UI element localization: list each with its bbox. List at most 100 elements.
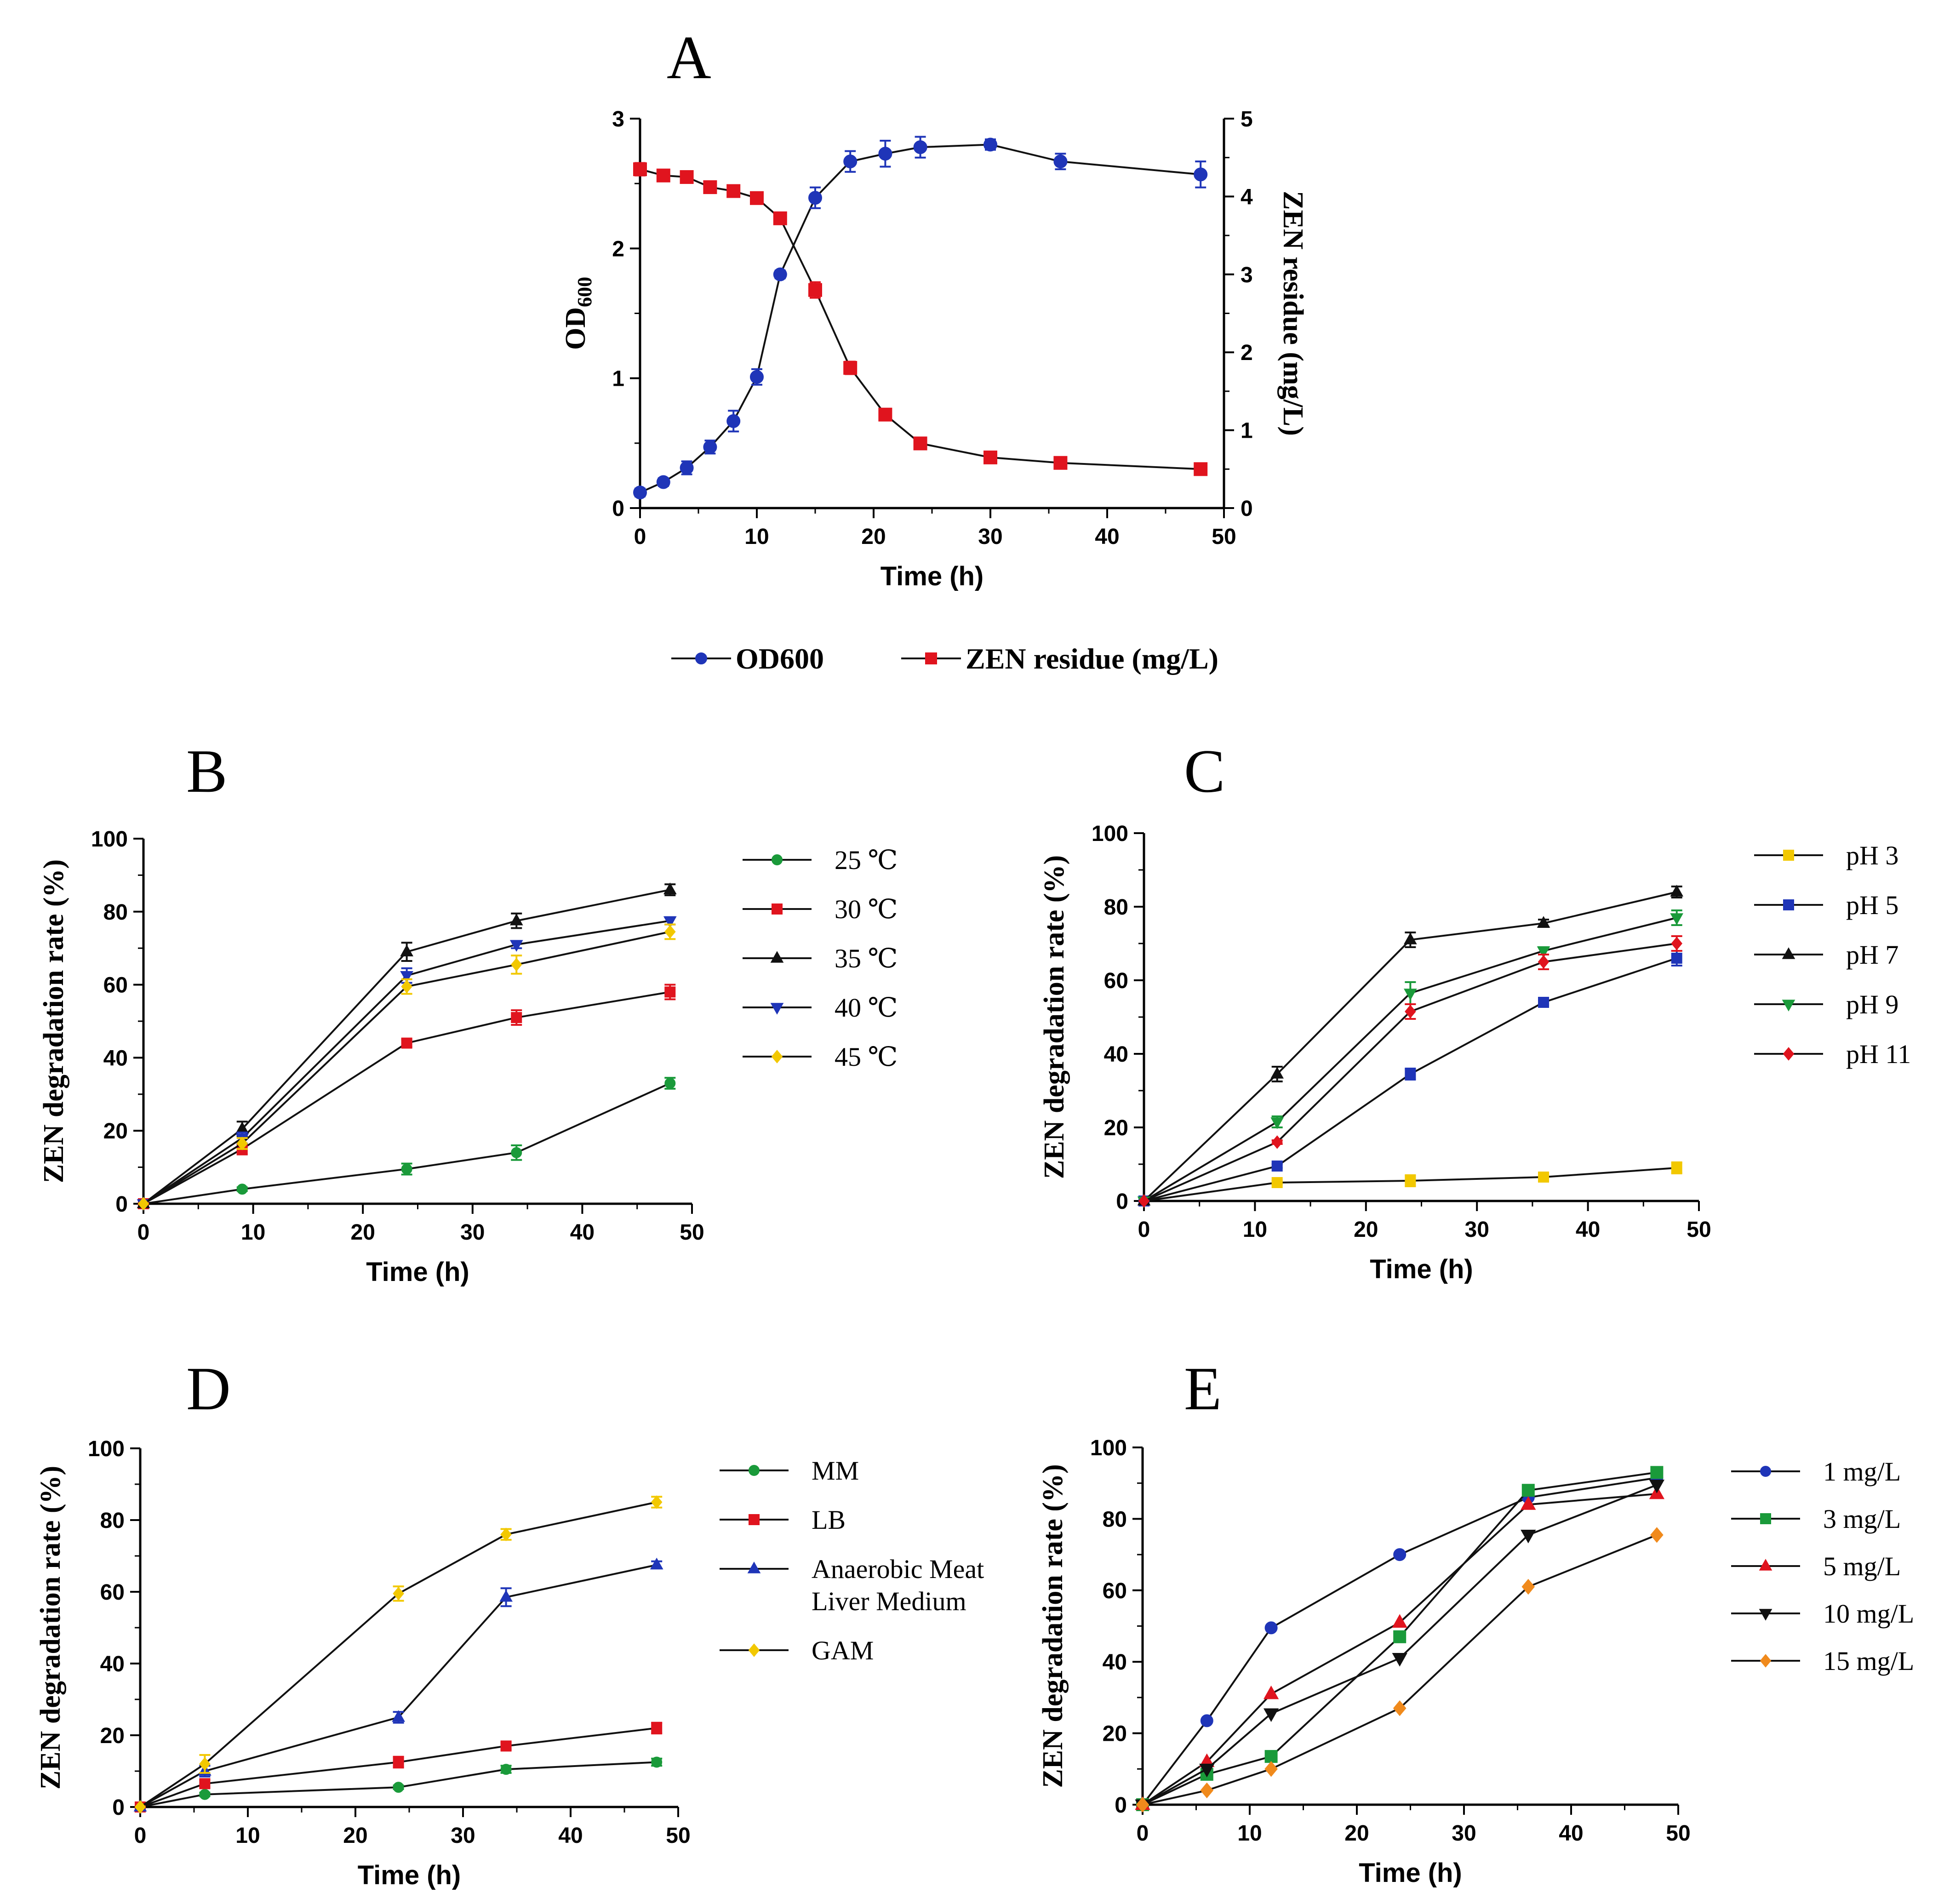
y-axis-title: OD600 [560, 277, 596, 350]
x-tick-label: 40 [570, 1220, 595, 1245]
panel-letter: E [1184, 1355, 1222, 1423]
series-line [1142, 1477, 1657, 1806]
x-tick-label: 50 [680, 1220, 704, 1245]
x-axis-title: Time (h) [366, 1257, 469, 1287]
x-tick-label: 40 [1559, 1821, 1583, 1846]
series-0 [135, 1756, 663, 1813]
series-0 [633, 136, 1208, 500]
data-point [1521, 1578, 1535, 1595]
y-tick-label: 20 [103, 1119, 128, 1144]
x-tick-label: 20 [1354, 1218, 1378, 1242]
data-point [1405, 1175, 1416, 1186]
legend-marker [1783, 850, 1794, 861]
y-tick-label: 0 [612, 497, 624, 521]
data-point [199, 1778, 211, 1790]
legend-label: GAM [812, 1635, 874, 1665]
series-3 [1135, 1480, 1665, 1813]
data-point [199, 1789, 211, 1800]
legend-label: 35 ℃ [835, 943, 898, 973]
y-tick-label: 20 [1103, 1722, 1127, 1746]
data-point [1521, 1529, 1536, 1544]
data-point [703, 180, 717, 194]
data-point [1521, 1484, 1535, 1497]
data-point [750, 370, 764, 384]
legend-label: 30 ℃ [835, 894, 898, 924]
data-point [393, 1587, 404, 1601]
x-axis-title: Time (h) [881, 561, 984, 591]
data-point [393, 1782, 404, 1793]
legend-marker [770, 951, 784, 963]
data-point [1053, 456, 1068, 470]
data-point [1670, 913, 1684, 925]
legend-marker [747, 1561, 761, 1573]
legend-label: pH 9 [1846, 989, 1898, 1019]
y-tick-label: 0 [112, 1795, 125, 1820]
data-point [726, 184, 741, 198]
series-line [1142, 1484, 1658, 1806]
x-tick-label: 10 [1243, 1218, 1267, 1242]
x-tick-label: 20 [1344, 1821, 1369, 1846]
y-tick-label: 0 [115, 1192, 128, 1217]
legend-marker [772, 854, 783, 865]
legend: OD600 ZEN residue (mg/L) [671, 642, 1218, 675]
data-point [773, 211, 787, 225]
data-point [808, 283, 822, 297]
data-point [500, 1740, 512, 1752]
legend: pH 3 pH 5 pH 7 pH 9 pH 11 [1754, 841, 1911, 1069]
data-point [726, 414, 741, 428]
x-tick-label: 50 [1687, 1218, 1711, 1242]
x-tick-label: 30 [1465, 1218, 1489, 1242]
data-point [650, 1557, 663, 1570]
data-point [1393, 1630, 1407, 1643]
panel-letter: D [186, 1355, 231, 1423]
data-point [1264, 1621, 1278, 1635]
y-tick-label: 80 [100, 1509, 125, 1533]
data-point [1538, 997, 1549, 1008]
data-point [137, 1197, 149, 1211]
y-tick-label: 80 [1103, 1507, 1127, 1532]
y-tick-label: 1 [612, 367, 624, 391]
legend-marker [770, 1003, 784, 1015]
y-tick-label: 40 [103, 1046, 128, 1070]
data-point [1538, 1172, 1549, 1183]
data-point [1271, 1161, 1283, 1172]
series-line [1142, 1471, 1657, 1806]
panel-letter: A [667, 23, 711, 91]
data-point [1405, 1069, 1416, 1080]
y-axis-title: ZEN degradation rate (%) [38, 859, 69, 1183]
x-tick-label: 0 [634, 525, 646, 549]
data-point [983, 450, 997, 464]
legend-label: pH 5 [1846, 890, 1898, 920]
data-point [400, 944, 413, 956]
series-4 [137, 923, 676, 1211]
y2-tick-label: 1 [1241, 419, 1253, 443]
x-tick-label: 30 [451, 1824, 475, 1848]
data-point [1671, 937, 1683, 950]
data-point [913, 140, 927, 154]
chart-c: C 0 10 20 30 40 50 0 20 40 60 80 100 Time (h) ZEN degr… [1039, 737, 1911, 1284]
data-point [843, 361, 858, 375]
legend-label: 1 mg/L [1823, 1457, 1901, 1487]
x-tick-label: 10 [1237, 1821, 1262, 1846]
data-point [843, 154, 858, 169]
legend-label: 15 mg/L [1823, 1646, 1914, 1676]
legend-label: 45 ℃ [835, 1042, 898, 1072]
data-point [651, 1722, 663, 1734]
y-axis-title: ZEN degradation rate (%) [1037, 1464, 1069, 1788]
series-1 [135, 1721, 663, 1813]
data-point [509, 940, 523, 952]
y-tick-label: 100 [1092, 822, 1128, 846]
data-point [664, 925, 676, 939]
y-tick-label: 3 [612, 107, 624, 132]
legend-marker [1760, 1466, 1771, 1477]
data-point [1521, 1496, 1536, 1510]
data-point [633, 486, 647, 500]
y-tick-label: 0 [1115, 1793, 1127, 1818]
data-point [1263, 1708, 1279, 1722]
series-line [1142, 1534, 1658, 1806]
y-tick-label: 80 [103, 900, 128, 925]
data-point [393, 1756, 404, 1768]
y-axis-title: ZEN degradation rate (%) [1039, 855, 1070, 1179]
data-point [511, 1147, 522, 1158]
